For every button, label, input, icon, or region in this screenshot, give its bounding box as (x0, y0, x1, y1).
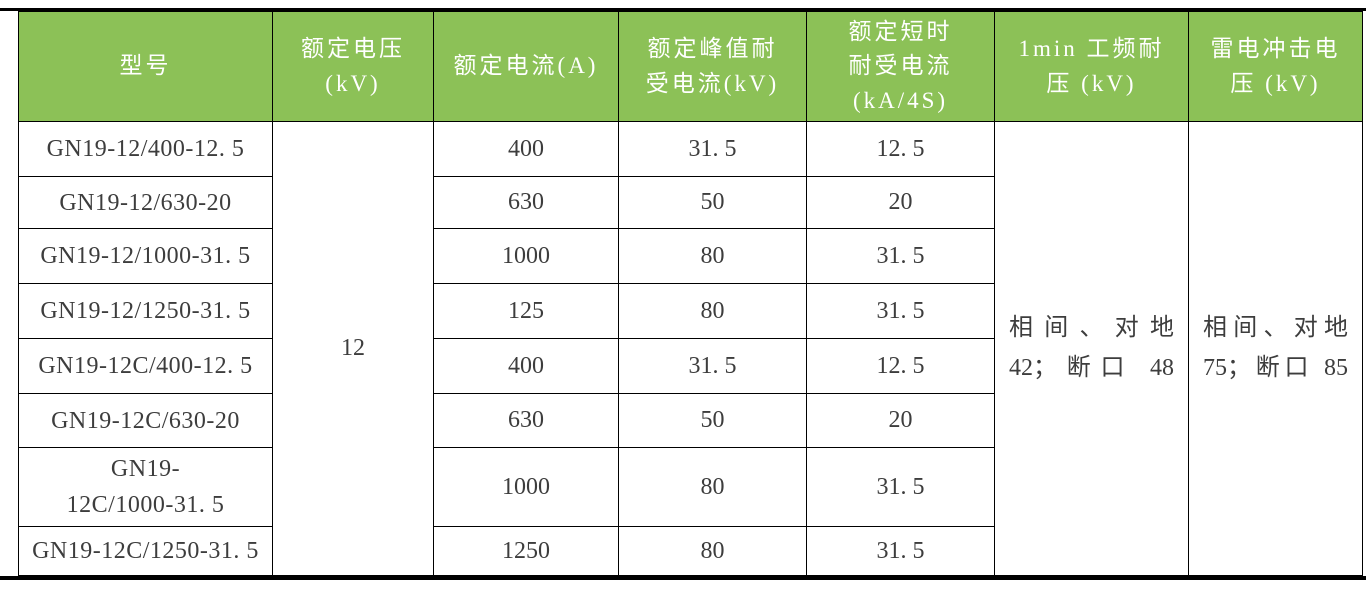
cell-model: GN19-12/400-12. 5 (18, 121, 273, 177)
cell-short-time: 31. 5 (806, 228, 995, 284)
model-text: 12C/1000-31. 5 (66, 492, 225, 518)
cell-rated-current: 400 (433, 121, 619, 177)
spec-table: 型号 额定电压 (kV) 额定电流(A) 额定峰值耐 受电流(kV) 额定短时 … (18, 11, 1363, 576)
cell-short-time: 20 (806, 393, 995, 448)
table-row: GN19- 12C/1000-31. 5 1000 80 31. 5 (18, 447, 1363, 527)
header-label: 受电流(kV) (645, 70, 780, 96)
cell-rated-voltage-merged: 12 (272, 121, 434, 576)
header-label: 压 (kV) (1046, 70, 1137, 96)
header-label: 额定电流(A) (453, 53, 599, 79)
model-text: GN19-12/630-20 (59, 189, 232, 216)
header-short-time-withstand-current: 额定短时 耐受电流 (kA/4S) (806, 11, 995, 122)
cell-rated-current: 400 (433, 338, 619, 394)
header-label: 额定电压 (301, 36, 405, 61)
cell-rated-current: 630 (433, 176, 619, 229)
header-row: 型号 额定电压 (kV) 额定电流(A) 额定峰值耐 受电流(kV) 额定短时 … (18, 11, 1363, 122)
cell-peak-withstand: 80 (618, 447, 807, 527)
cell-peak-withstand: 80 (618, 283, 807, 339)
header-label: 耐受电流 (848, 53, 953, 79)
header-label: 雷电冲击电 (1210, 36, 1341, 61)
top-rule (0, 8, 1366, 11)
table-row: GN19-12C/630-20 630 50 20 (18, 393, 1363, 448)
header-label: 1min 工频耐 (1018, 36, 1165, 61)
header-label: (kV) (325, 70, 381, 96)
cell-rated-current: 1000 (433, 447, 619, 527)
model-text: GN19-12C/400-12. 5 (38, 353, 253, 379)
header-label: 额定短时 (848, 18, 953, 44)
cell-short-time: 20 (806, 176, 995, 229)
note-line: 42；断口 48 (1009, 354, 1174, 381)
header-label: (kA/4S) (852, 87, 949, 113)
cell-power-frequency-merged: 相间、对地 42；断口 48 (994, 121, 1189, 576)
bottom-rule (0, 576, 1366, 580)
table-row: GN19-12/630-20 630 50 20 (18, 176, 1363, 229)
cell-peak-withstand: 31. 5 (618, 121, 807, 177)
header-label: 额定峰值耐 (647, 36, 778, 61)
model-text: GN19-12/1250-31. 5 (40, 298, 251, 324)
cell-rated-current: 1000 (433, 228, 619, 284)
cell-model: GN19-12/1250-31. 5 (18, 283, 273, 339)
header-peak-withstand-current: 额定峰值耐 受电流(kV) (618, 11, 807, 122)
header-label: 型号 (119, 53, 172, 79)
table-row: GN19-12/1250-31. 5 125 80 31. 5 (18, 283, 1363, 339)
model-text: GN19-12C/1250-31. 5 (32, 538, 259, 564)
header-model: 型号 (18, 11, 273, 122)
cell-rated-current: 125 (433, 283, 619, 339)
cell-peak-withstand: 50 (618, 393, 807, 448)
model-text: GN19- (110, 456, 181, 482)
note-line: 相间、对地 (1203, 314, 1348, 341)
cell-short-time: 31. 5 (806, 526, 995, 576)
cell-model: GN19- 12C/1000-31. 5 (18, 447, 273, 527)
model-text: GN19-12/1000-31. 5 (40, 243, 251, 269)
header-lightning-impulse-voltage: 雷电冲击电 压 (kV) (1188, 11, 1363, 122)
cell-lightning-impulse-merged: 相间、对地 75；断口 85 (1188, 121, 1363, 576)
cell-peak-withstand: 31. 5 (618, 338, 807, 394)
table-row: GN19-12C/1250-31. 5 1250 80 31. 5 (18, 526, 1363, 576)
cell-peak-withstand: 50 (618, 176, 807, 229)
cell-model: GN19-12/1000-31. 5 (18, 228, 273, 284)
model-text: GN19-12/400-12. 5 (46, 136, 245, 162)
cell-rated-current: 1250 (433, 526, 619, 576)
model-text: GN19-12C/630-20 (51, 407, 240, 434)
cell-short-time: 12. 5 (806, 338, 995, 394)
table-row: GN19-12/400-12. 5 12 400 31. 5 12. 5 相间、… (18, 121, 1363, 576)
cell-peak-withstand: 80 (618, 526, 807, 576)
table-row: GN19-12C/400-12. 5 400 31. 5 12. 5 (18, 338, 1363, 394)
note-line: 相间、对地 (1009, 314, 1174, 341)
header-rated-voltage: 额定电压 (kV) (272, 11, 434, 122)
cell-peak-withstand: 80 (618, 228, 807, 284)
cell-model: GN19-12C/1250-31. 5 (18, 526, 273, 576)
cell-model: GN19-12C/400-12. 5 (18, 338, 273, 394)
table-row: GN19-12/1000-31. 5 1000 80 31. 5 (18, 228, 1363, 284)
cell-short-time: 31. 5 (806, 447, 995, 527)
cell-rated-current: 630 (433, 393, 619, 448)
cell-short-time: 12. 5 (806, 121, 995, 177)
header-label: 压 (kV) (1230, 70, 1321, 96)
cell-model: GN19-12/630-20 (18, 176, 273, 229)
header-power-frequency-withstand-voltage: 1min 工频耐 压 (kV) (994, 11, 1189, 122)
cell-model: GN19-12C/630-20 (18, 393, 273, 448)
note-line: 75；断口 85 (1203, 354, 1348, 381)
header-rated-current: 额定电流(A) (433, 11, 619, 122)
cell-short-time: 31. 5 (806, 283, 995, 339)
